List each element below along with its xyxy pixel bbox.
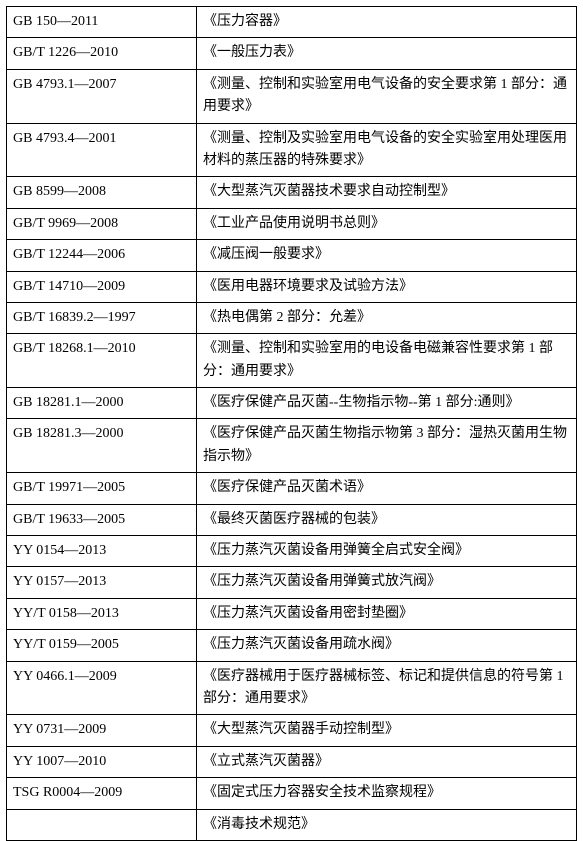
standard-title: 《压力蒸汽灭菌设备用疏水阀》 bbox=[197, 630, 577, 661]
standard-title: 《测量、控制和实验室用的电设备电磁兼容性要求第 1 部分：通用要求》 bbox=[197, 334, 577, 388]
standard-code: GB 4793.4—2001 bbox=[7, 123, 197, 177]
standard-code: GB/T 1226—2010 bbox=[7, 38, 197, 69]
standard-code: GB 4793.1—2007 bbox=[7, 69, 197, 123]
standard-code: YY 0466.1—2009 bbox=[7, 661, 197, 715]
standard-code: YY/T 0158—2013 bbox=[7, 598, 197, 629]
standard-title: 《压力容器》 bbox=[197, 7, 577, 38]
standard-code: GB/T 19633—2005 bbox=[7, 504, 197, 535]
standard-code: TSG R0004—2009 bbox=[7, 778, 197, 809]
standard-code: YY 0157—2013 bbox=[7, 567, 197, 598]
standard-title: 《医疗保健产品灭菌--生物指示物--第 1 部分:通则》 bbox=[197, 388, 577, 419]
standard-code: YY/T 0159—2005 bbox=[7, 630, 197, 661]
standard-title: 《医疗器械用于医疗器械标签、标记和提供信息的符号第 1 部分：通用要求》 bbox=[197, 661, 577, 715]
table-row: GB 18281.3—2000《医疗保健产品灭菌生物指示物第 3 部分：湿热灭菌… bbox=[7, 419, 577, 473]
standard-title: 《一般压力表》 bbox=[197, 38, 577, 69]
standards-table: GB 150—2011《压力容器》GB/T 1226—2010《一般压力表》GB… bbox=[6, 6, 577, 841]
table-row: GB/T 19971—2005《医疗保健产品灭菌术语》 bbox=[7, 473, 577, 504]
standard-code: GB 8599—2008 bbox=[7, 177, 197, 208]
table-row: YY 0731—2009《大型蒸汽灭菌器手动控制型》 bbox=[7, 715, 577, 746]
standard-title: 《医疗保健产品灭菌术语》 bbox=[197, 473, 577, 504]
table-body: GB 150—2011《压力容器》GB/T 1226—2010《一般压力表》GB… bbox=[7, 7, 577, 841]
standard-title: 《大型蒸汽灭菌器技术要求自动控制型》 bbox=[197, 177, 577, 208]
table-row: GB 150—2011《压力容器》 bbox=[7, 7, 577, 38]
table-row: GB/T 16839.2—1997《热电偶第 2 部分：允差》 bbox=[7, 302, 577, 333]
table-row: YY/T 0159—2005《压力蒸汽灭菌设备用疏水阀》 bbox=[7, 630, 577, 661]
standard-title: 《医疗保健产品灭菌生物指示物第 3 部分：湿热灭菌用生物指示物》 bbox=[197, 419, 577, 473]
table-row: GB/T 12244—2006《减压阀一般要求》 bbox=[7, 240, 577, 271]
standard-code: GB/T 14710—2009 bbox=[7, 271, 197, 302]
table-row: GB/T 9969—2008《工业产品使用说明书总则》 bbox=[7, 208, 577, 239]
standard-title: 《消毒技术规范》 bbox=[197, 809, 577, 840]
table-row: 《消毒技术规范》 bbox=[7, 809, 577, 840]
standard-code bbox=[7, 809, 197, 840]
standard-code: YY 0154—2013 bbox=[7, 536, 197, 567]
standard-code: GB/T 9969—2008 bbox=[7, 208, 197, 239]
standard-code: GB 18281.3—2000 bbox=[7, 419, 197, 473]
standard-title: 《医用电器环境要求及试验方法》 bbox=[197, 271, 577, 302]
table-row: YY/T 0158—2013《压力蒸汽灭菌设备用密封垫圈》 bbox=[7, 598, 577, 629]
table-row: GB 4793.1—2007《测量、控制和实验室用电气设备的安全要求第 1 部分… bbox=[7, 69, 577, 123]
standard-title: 《热电偶第 2 部分：允差》 bbox=[197, 302, 577, 333]
table-row: GB/T 18268.1—2010《测量、控制和实验室用的电设备电磁兼容性要求第… bbox=[7, 334, 577, 388]
table-row: GB 8599—2008《大型蒸汽灭菌器技术要求自动控制型》 bbox=[7, 177, 577, 208]
standard-title: 《压力蒸汽灭菌设备用密封垫圈》 bbox=[197, 598, 577, 629]
standard-title: 《测量、控制和实验室用电气设备的安全要求第 1 部分：通用要求》 bbox=[197, 69, 577, 123]
standard-code: GB/T 12244—2006 bbox=[7, 240, 197, 271]
table-row: YY 0154—2013《压力蒸汽灭菌设备用弹簧全启式安全阀》 bbox=[7, 536, 577, 567]
standard-code: GB/T 18268.1—2010 bbox=[7, 334, 197, 388]
standard-title: 《最终灭菌医疗器械的包装》 bbox=[197, 504, 577, 535]
standard-code: GB 150—2011 bbox=[7, 7, 197, 38]
standard-title: 《压力蒸汽灭菌设备用弹簧式放汽阀》 bbox=[197, 567, 577, 598]
standard-code: YY 0731—2009 bbox=[7, 715, 197, 746]
table-row: YY 0466.1—2009《医疗器械用于医疗器械标签、标记和提供信息的符号第 … bbox=[7, 661, 577, 715]
standard-code: GB/T 16839.2—1997 bbox=[7, 302, 197, 333]
table-row: TSG R0004—2009《固定式压力容器安全技术监察规程》 bbox=[7, 778, 577, 809]
table-row: GB 4793.4—2001《测量、控制及实验室用电气设备的安全实验室用处理医用… bbox=[7, 123, 577, 177]
table-row: GB/T 14710—2009《医用电器环境要求及试验方法》 bbox=[7, 271, 577, 302]
standard-title: 《测量、控制及实验室用电气设备的安全实验室用处理医用材料的蒸压器的特殊要求》 bbox=[197, 123, 577, 177]
table-row: GB/T 19633—2005《最终灭菌医疗器械的包装》 bbox=[7, 504, 577, 535]
table-row: GB/T 1226—2010《一般压力表》 bbox=[7, 38, 577, 69]
standard-code: GB/T 19971—2005 bbox=[7, 473, 197, 504]
table-row: GB 18281.1—2000《医疗保健产品灭菌--生物指示物--第 1 部分:… bbox=[7, 388, 577, 419]
standard-title: 《工业产品使用说明书总则》 bbox=[197, 208, 577, 239]
standard-title: 《压力蒸汽灭菌设备用弹簧全启式安全阀》 bbox=[197, 536, 577, 567]
standard-code: GB 18281.1—2000 bbox=[7, 388, 197, 419]
table-row: YY 0157—2013《压力蒸汽灭菌设备用弹簧式放汽阀》 bbox=[7, 567, 577, 598]
standard-title: 《减压阀一般要求》 bbox=[197, 240, 577, 271]
standard-title: 《固定式压力容器安全技术监察规程》 bbox=[197, 778, 577, 809]
standard-title: 《大型蒸汽灭菌器手动控制型》 bbox=[197, 715, 577, 746]
